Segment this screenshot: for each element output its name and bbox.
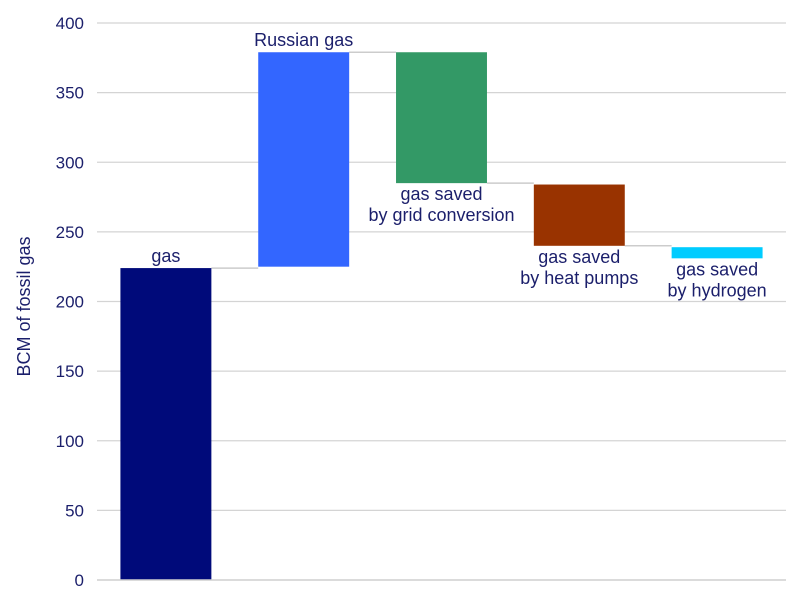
bar-label: gas saved — [400, 184, 482, 204]
y-tick-label: 400 — [56, 14, 84, 33]
connector-lines — [211, 51, 672, 269]
y-tick-label: 300 — [56, 153, 84, 172]
y-tick-labels: 0 50 100 150 200 250 300 350 400 — [56, 14, 84, 590]
bar-label: by hydrogen — [668, 280, 767, 300]
y-tick-label: 100 — [56, 432, 84, 451]
bar — [396, 52, 487, 184]
bar-label: by heat pumps — [520, 268, 638, 288]
bar-label: Russian gas — [254, 30, 353, 50]
bars — [120, 52, 763, 580]
bar-label: gas saved — [538, 247, 620, 267]
bar — [533, 184, 625, 246]
y-tick-label: 0 — [75, 571, 84, 590]
bar — [258, 52, 350, 267]
y-tick-label: 50 — [65, 501, 84, 520]
bar — [671, 247, 763, 259]
y-axis-title: BCM of fossil gas — [14, 236, 34, 376]
bar-label: by grid conversion — [368, 205, 514, 225]
y-tick-label: 150 — [56, 362, 84, 381]
bar-label: gas — [151, 246, 180, 266]
bar-label: gas saved — [676, 259, 758, 279]
bar — [120, 268, 212, 580]
y-tick-label: 200 — [56, 293, 84, 312]
y-tick-label: 350 — [56, 84, 84, 103]
y-tick-label: 250 — [56, 223, 84, 242]
